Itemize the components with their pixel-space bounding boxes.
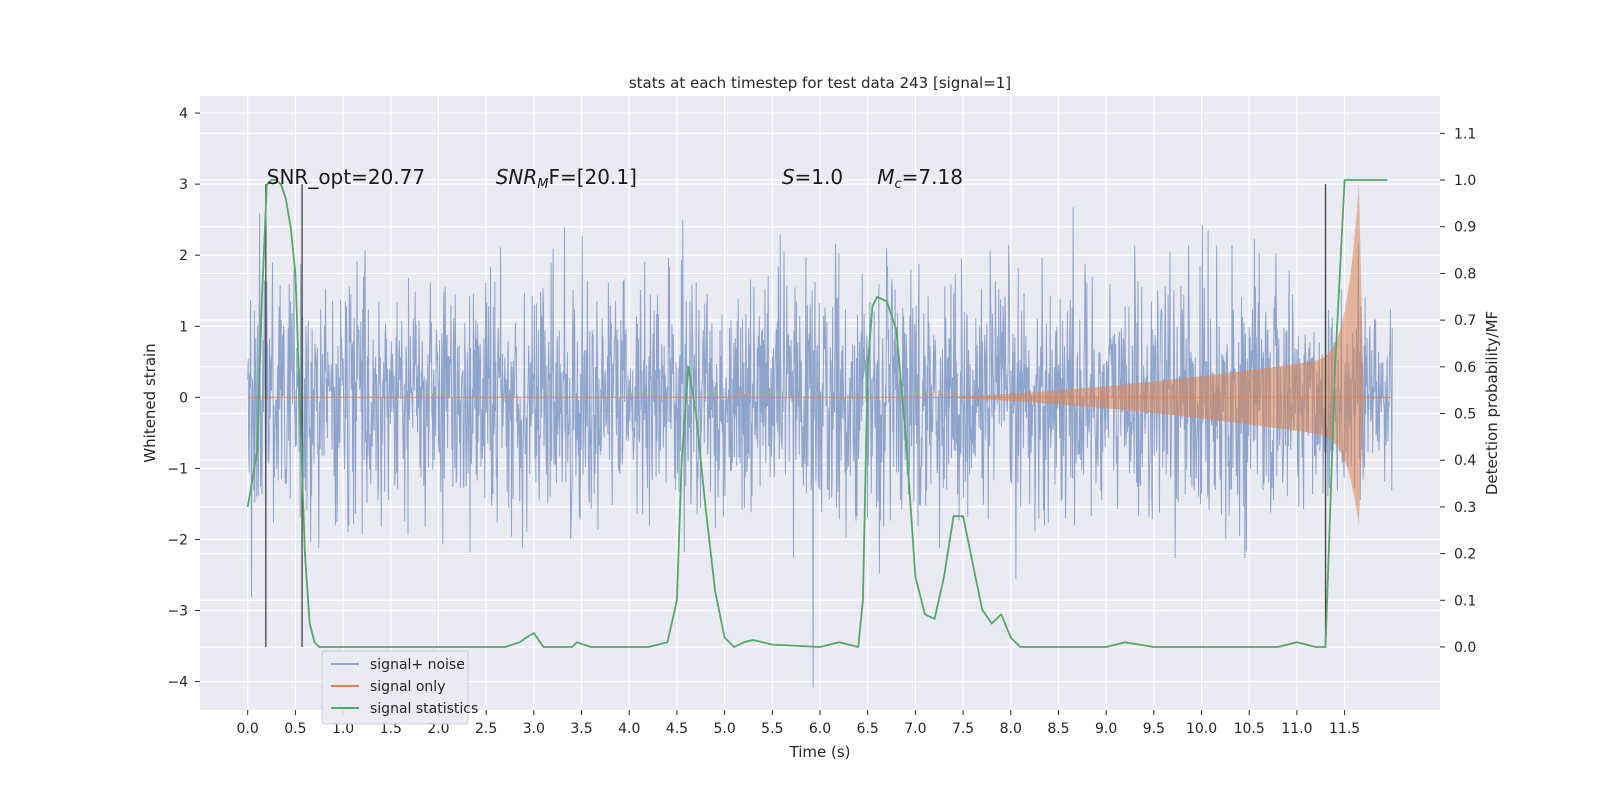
annotation-symbol: M	[877, 165, 894, 189]
legend: signal+ noise signal only signal statist…	[321, 650, 478, 725]
y2-tick-label: 0.9	[1454, 220, 1476, 236]
annotation-value: =1.0	[795, 165, 844, 189]
annotation-symbol: SNR	[496, 165, 538, 189]
x-tick-label: 5.5	[761, 721, 783, 737]
signal-noise-line	[247, 207, 1393, 688]
series-signal-only	[247, 184, 1393, 526]
x-tick-label: 7.0	[904, 721, 926, 737]
x-tick-label: 11.5	[1329, 721, 1360, 737]
y-tick-label: −3	[167, 604, 188, 620]
x-tick-label: 0.5	[284, 721, 306, 737]
annotation-text: Mc=7.18	[877, 165, 963, 192]
legend-label-signal-statistics: signal statistics	[370, 701, 478, 717]
x-axis-ticks: 0.0 0.5 1.0 1.5 2.0 2.5 3.0 3.5 4.0 4.5 5.0 5.5 6.0 6…	[237, 710, 1360, 737]
legend-label-signal-noise: signal+ noise	[370, 657, 465, 673]
x-tick-label: 11.0	[1281, 721, 1312, 737]
legend-box	[321, 650, 469, 725]
x-tick-label: 8.0	[1000, 721, 1022, 737]
y-axis-ticks: 4 3 2 1 0 −1 −2 −3 −4	[167, 106, 200, 691]
annotation-subscript: c	[894, 177, 901, 192]
x-tick-label: 4.5	[666, 721, 688, 737]
annotation-value: =7.18	[902, 165, 963, 189]
y-tick-label: −2	[167, 532, 188, 548]
signal-statistics-line	[246, 179, 1388, 648]
y2-tick-label: 0.6	[1454, 360, 1476, 376]
y2-tick-label: 0.5	[1454, 407, 1476, 423]
y2-tick-label: 1.1	[1454, 126, 1476, 142]
x-tick-label: 2.0	[427, 721, 449, 737]
annotation-text: SNRMF=[20.1]	[496, 165, 637, 192]
x-tick-label: 10.0	[1186, 721, 1217, 737]
x-tick-label: 4.0	[618, 721, 640, 737]
y-tick-label: 1	[179, 319, 188, 335]
y2-tick-label: 0.0	[1454, 640, 1476, 656]
x-tick-label: 1.0	[332, 721, 354, 737]
y-tick-label: −4	[167, 675, 188, 691]
y-tick-label: 0	[179, 390, 188, 406]
y-tick-label: −1	[167, 461, 188, 477]
x-tick-label: 6.0	[809, 721, 831, 737]
y2-tick-label: 1.0	[1454, 173, 1476, 189]
x-tick-label: 0.0	[237, 721, 259, 737]
x-axis-label: Time (s)	[789, 743, 851, 761]
annotation-symbol: S	[782, 165, 795, 189]
y2-tick-label: 0.2	[1454, 547, 1476, 563]
y2-axis-label: Detection probability/MF	[1483, 311, 1501, 495]
x-tick-label: 2.5	[475, 721, 497, 737]
annotation-text: SNR_opt=20.77	[267, 165, 425, 189]
y2-tick-label: 0.8	[1454, 266, 1476, 282]
y2-axis-ticks: 1.1 1.0 0.9 0.8 0.7 0.6 0.5 0.4 0.3 0.2 0.1 0.0	[1440, 126, 1476, 656]
vertical-markers	[265, 184, 1327, 647]
x-tick-label: 7.5	[952, 721, 974, 737]
x-tick-label: 3.0	[523, 721, 545, 737]
y2-tick-label: 0.7	[1454, 313, 1476, 329]
x-tick-label: 10.5	[1234, 721, 1265, 737]
annotation-text: S=1.0	[782, 165, 843, 189]
x-tick-label: 9.5	[1143, 721, 1165, 737]
annotations: SNR_opt=20.77 SNRMF=[20.1] S=1.0 Mc=7.18	[267, 165, 963, 192]
x-tick-label: 9.0	[1095, 721, 1117, 737]
legend-label-signal-only: signal only	[370, 679, 445, 695]
chart-title: stats at each timestep for test data 243…	[629, 74, 1011, 92]
y2-tick-label: 0.4	[1454, 453, 1476, 469]
y-tick-label: 2	[179, 248, 188, 264]
annotation-value: F=[20.1]	[548, 165, 636, 189]
x-tick-label: 6.5	[857, 721, 879, 737]
annotation-subscript: M	[537, 177, 548, 192]
x-tick-label: 5.0	[713, 721, 735, 737]
y-axis-label: Whitened strain	[141, 343, 159, 462]
y2-tick-label: 0.1	[1454, 593, 1476, 609]
y-tick-label: 4	[179, 106, 188, 122]
y-tick-label: 3	[179, 177, 188, 193]
y2-tick-label: 0.3	[1454, 500, 1476, 516]
series-signal-noise	[247, 207, 1393, 688]
series-signal-statistics	[246, 179, 1388, 648]
x-tick-label: 3.5	[570, 721, 592, 737]
x-tick-label: 1.5	[380, 721, 402, 737]
x-tick-label: 8.5	[1047, 721, 1069, 737]
